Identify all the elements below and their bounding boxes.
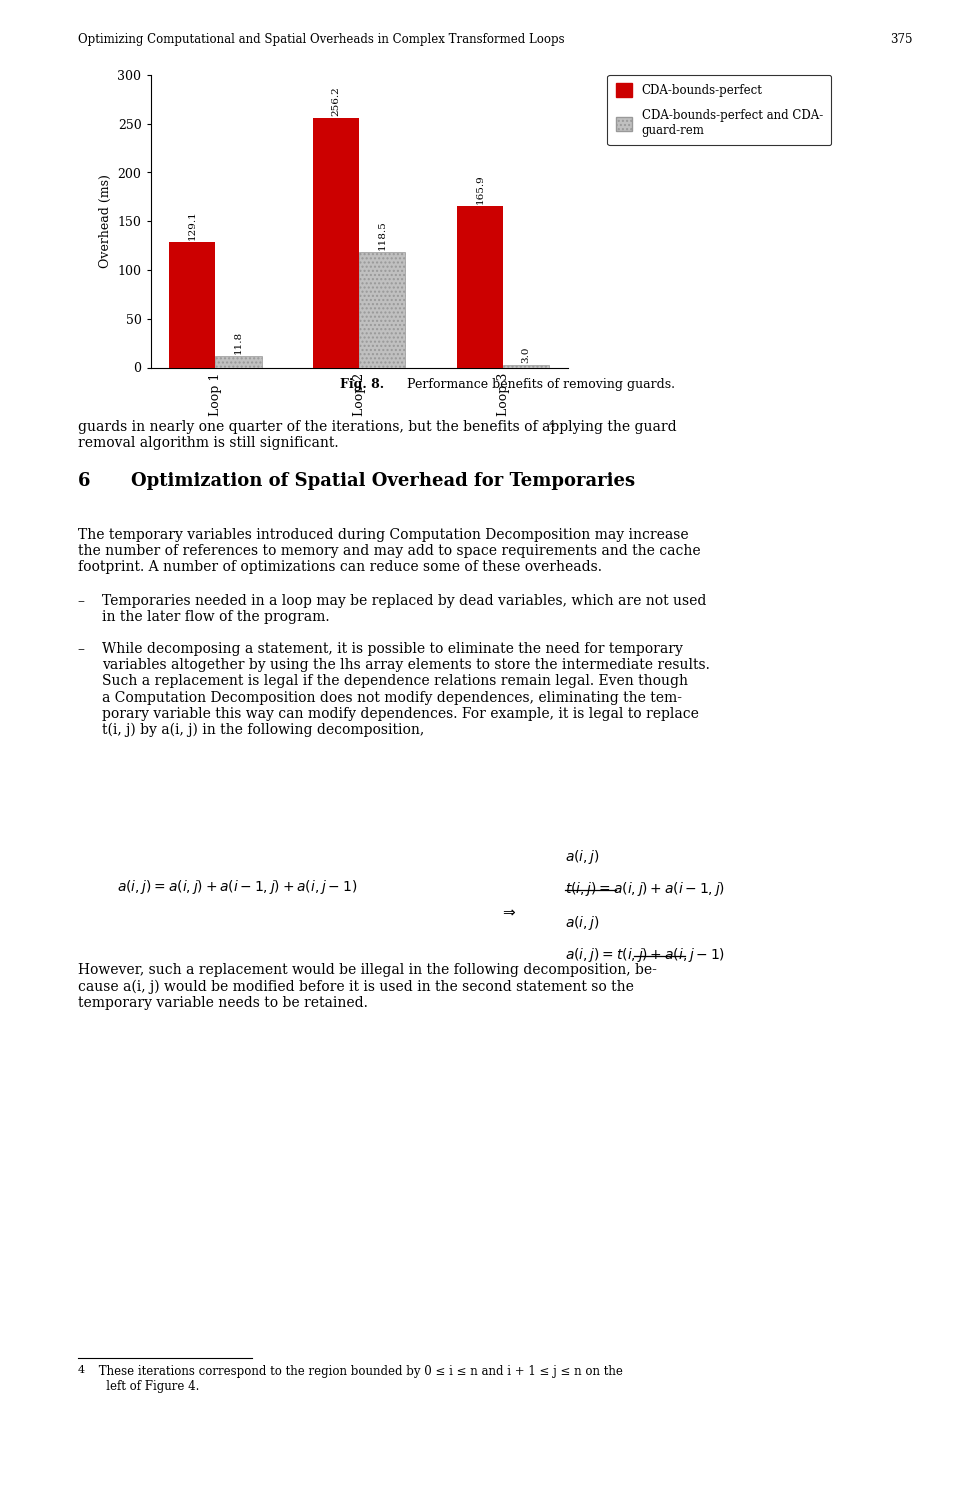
Text: 375: 375: [890, 33, 913, 46]
Text: 129.1: 129.1: [188, 210, 197, 240]
Text: 6: 6: [78, 472, 90, 490]
Bar: [314, 117, 359, 368]
Bar: [503, 364, 549, 368]
Text: However, such a replacement would be illegal in the following decomposition, be-: However, such a replacement would be ill…: [78, 963, 656, 1010]
Text: $\Rightarrow$: $\Rightarrow$: [500, 904, 518, 918]
Text: $t(i,j) = a(i,j) + a(i-1,j)$: $t(i,j) = a(i,j) + a(i-1,j)$: [565, 880, 725, 898]
Text: guards in nearly one quarter of the iterations, but the benefits of applying the: guards in nearly one quarter of the iter…: [78, 420, 677, 450]
Text: 118.5: 118.5: [378, 220, 386, 251]
Text: 165.9: 165.9: [476, 174, 485, 204]
Bar: [359, 252, 405, 368]
Text: Performance benefits of removing guards.: Performance benefits of removing guards.: [403, 378, 675, 392]
Text: –: –: [78, 594, 84, 608]
Text: $a(i,j) = a(i,j) + a(i-1,j) + a(i,j-1)$: $a(i,j) = a(i,j) + a(i-1,j) + a(i,j-1)$: [117, 878, 356, 896]
Text: 4: 4: [549, 420, 554, 429]
Bar: [457, 206, 503, 368]
Text: 11.8: 11.8: [234, 332, 243, 354]
Text: These iterations correspond to the region bounded by 0 ≤ i ≤ n and i + 1 ≤ j ≤ n: These iterations correspond to the regio…: [95, 1365, 623, 1394]
Text: $a(i,j) = t(i,j) + a(i,j-1)$: $a(i,j) = t(i,j) + a(i,j-1)$: [565, 946, 725, 964]
Text: $a(i,j)$: $a(i,j)$: [565, 847, 600, 865]
Text: –: –: [78, 642, 84, 656]
Text: 3.0: 3.0: [521, 346, 530, 363]
Text: Fig. 8.: Fig. 8.: [340, 378, 384, 392]
Text: Optimizing Computational and Spatial Overheads in Complex Transformed Loops: Optimizing Computational and Spatial Ove…: [78, 33, 564, 46]
Text: The temporary variables introduced during Computation Decomposition may increase: The temporary variables introduced durin…: [78, 528, 700, 574]
Bar: [170, 242, 216, 368]
Text: Optimization of Spatial Overhead for Temporaries: Optimization of Spatial Overhead for Tem…: [131, 472, 635, 490]
Text: While decomposing a statement, it is possible to eliminate the need for temporar: While decomposing a statement, it is pos…: [102, 642, 710, 738]
Text: Temporaries needed in a loop may be replaced by dead variables, which are not us: Temporaries needed in a loop may be repl…: [102, 594, 706, 624]
Bar: [216, 356, 261, 368]
Text: $a(i,j)$: $a(i,j)$: [565, 914, 600, 932]
Text: 4: 4: [78, 1365, 84, 1376]
Legend: CDA-bounds-perfect, CDA-bounds-perfect and CDA-
guard-rem: CDA-bounds-perfect, CDA-bounds-perfect a…: [607, 75, 831, 146]
Y-axis label: Overhead (ms): Overhead (ms): [99, 174, 112, 268]
Text: 256.2: 256.2: [332, 86, 341, 116]
